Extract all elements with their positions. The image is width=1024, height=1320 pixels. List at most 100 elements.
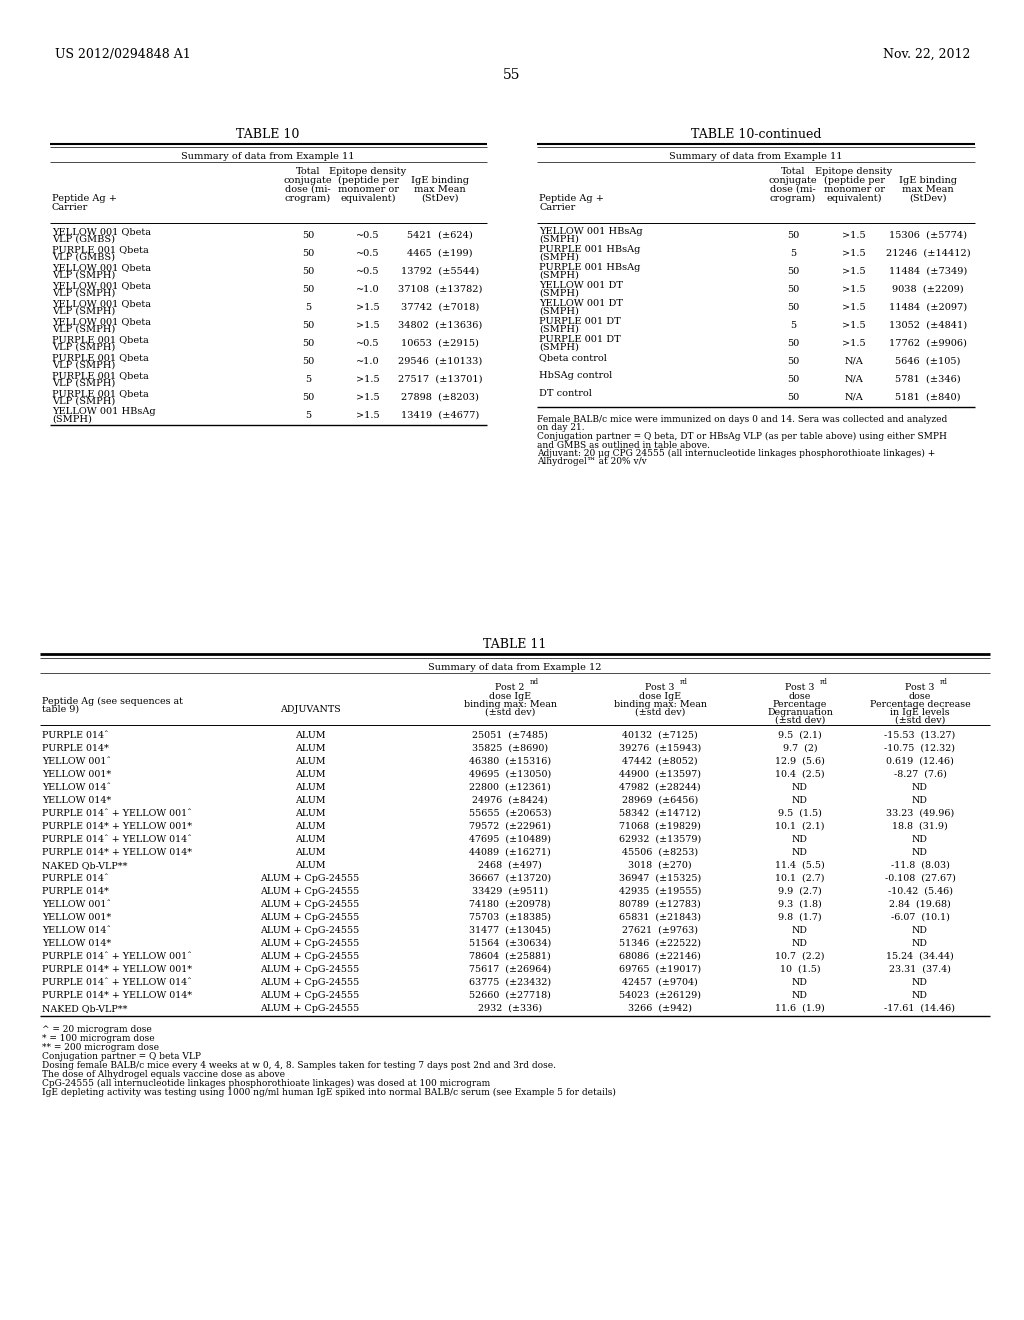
Text: Qbeta control: Qbeta control — [539, 352, 607, 362]
Text: PURPLE 001 Qbeta: PURPLE 001 Qbeta — [52, 335, 148, 345]
Text: PURPLE 001 HBsAg: PURPLE 001 HBsAg — [539, 263, 640, 272]
Text: PURPLE 001 DT: PURPLE 001 DT — [539, 317, 621, 326]
Text: crogram): crogram) — [285, 194, 331, 203]
Text: 47982  (±28244): 47982 (±28244) — [620, 783, 700, 792]
Text: IgE binding: IgE binding — [899, 176, 957, 185]
Text: 37108  (±13782): 37108 (±13782) — [397, 285, 482, 294]
Text: 42935  (±19555): 42935 (±19555) — [618, 887, 701, 896]
Text: rd: rd — [820, 678, 827, 686]
Text: ALUM: ALUM — [295, 770, 326, 779]
Text: Carrier: Carrier — [539, 203, 575, 213]
Text: ALUM + CpG-24555: ALUM + CpG-24555 — [260, 900, 359, 909]
Text: 50: 50 — [786, 356, 799, 366]
Text: ND: ND — [792, 847, 808, 857]
Text: ALUM + CpG-24555: ALUM + CpG-24555 — [260, 887, 359, 896]
Text: 51346  (±22522): 51346 (±22522) — [618, 939, 701, 948]
Text: Nov. 22, 2012: Nov. 22, 2012 — [883, 48, 970, 61]
Text: 12.9  (5.6): 12.9 (5.6) — [775, 756, 825, 766]
Text: -17.61  (14.46): -17.61 (14.46) — [885, 1005, 955, 1012]
Text: Percentage decrease: Percentage decrease — [869, 700, 971, 709]
Text: 5: 5 — [305, 411, 311, 420]
Text: 34802  (±13636): 34802 (±13636) — [398, 321, 482, 330]
Text: Post 3: Post 3 — [645, 682, 675, 692]
Text: ALUM + CpG-24555: ALUM + CpG-24555 — [260, 991, 359, 1001]
Text: 47695  (±10489): 47695 (±10489) — [469, 836, 551, 843]
Text: 13792  (±5544): 13792 (±5544) — [401, 267, 479, 276]
Text: ALUM: ALUM — [295, 836, 326, 843]
Text: ND: ND — [792, 978, 808, 987]
Text: 9.7  (2): 9.7 (2) — [782, 744, 817, 752]
Text: IgE depleting activity was testing using 1000 ng/ml human IgE spiked into normal: IgE depleting activity was testing using… — [42, 1088, 615, 1097]
Text: 5646  (±105): 5646 (±105) — [895, 356, 961, 366]
Text: ALUM + CpG-24555: ALUM + CpG-24555 — [260, 939, 359, 948]
Text: PURPLE 014* + YELLOW 014*: PURPLE 014* + YELLOW 014* — [42, 991, 193, 1001]
Text: 2932  (±336): 2932 (±336) — [478, 1005, 542, 1012]
Text: dose: dose — [909, 692, 931, 701]
Text: 58342  (±14712): 58342 (±14712) — [620, 809, 700, 818]
Text: dose: dose — [788, 692, 811, 701]
Text: ALUM: ALUM — [295, 756, 326, 766]
Text: >1.5: >1.5 — [842, 285, 866, 294]
Text: N/A: N/A — [845, 375, 863, 384]
Text: conjugate: conjugate — [284, 176, 333, 185]
Text: >1.5: >1.5 — [356, 375, 380, 384]
Text: N/A: N/A — [845, 356, 863, 366]
Text: ND: ND — [912, 836, 928, 843]
Text: ALUM: ALUM — [295, 796, 326, 805]
Text: -10.75  (12.32): -10.75 (12.32) — [885, 744, 955, 752]
Text: >1.5: >1.5 — [356, 321, 380, 330]
Text: Summary of data from Example 12: Summary of data from Example 12 — [428, 663, 602, 672]
Text: (±std dev): (±std dev) — [635, 708, 685, 717]
Text: 80789  (±12783): 80789 (±12783) — [620, 900, 700, 909]
Text: 10653  (±2915): 10653 (±2915) — [401, 339, 479, 348]
Text: IgE binding: IgE binding — [411, 176, 469, 185]
Text: 33429  (±9511): 33429 (±9511) — [472, 887, 548, 896]
Text: Percentage: Percentage — [773, 700, 827, 709]
Text: YELLOW 001 HBsAg: YELLOW 001 HBsAg — [52, 407, 156, 416]
Text: VLP (SMPH): VLP (SMPH) — [52, 343, 116, 352]
Text: YELLOW 001*: YELLOW 001* — [42, 770, 112, 779]
Text: ~1.0: ~1.0 — [356, 285, 380, 294]
Text: YELLOW 001 Qbeta: YELLOW 001 Qbeta — [52, 263, 151, 272]
Text: PURPLE 014ˆ + YELLOW 014ˆ: PURPLE 014ˆ + YELLOW 014ˆ — [42, 978, 191, 987]
Text: 51564  (±30634): 51564 (±30634) — [469, 939, 551, 948]
Text: 55655  (±20653): 55655 (±20653) — [469, 809, 551, 818]
Text: >1.5: >1.5 — [356, 304, 380, 312]
Text: 31477  (±13045): 31477 (±13045) — [469, 927, 551, 935]
Text: 13052  (±4841): 13052 (±4841) — [889, 321, 967, 330]
Text: 2468  (±497): 2468 (±497) — [478, 861, 542, 870]
Text: ALUM + CpG-24555: ALUM + CpG-24555 — [260, 952, 359, 961]
Text: US 2012/0294848 A1: US 2012/0294848 A1 — [55, 48, 190, 61]
Text: PURPLE 014* + YELLOW 001*: PURPLE 014* + YELLOW 001* — [42, 822, 193, 832]
Text: monomer or: monomer or — [338, 185, 398, 194]
Text: (SMPH): (SMPH) — [539, 235, 579, 244]
Text: 3266  (±942): 3266 (±942) — [628, 1005, 692, 1012]
Text: 29546  (±10133): 29546 (±10133) — [398, 356, 482, 366]
Text: 50: 50 — [786, 267, 799, 276]
Text: 10.1  (2.1): 10.1 (2.1) — [775, 822, 824, 832]
Text: Total: Total — [780, 168, 805, 176]
Text: TABLE 11: TABLE 11 — [483, 638, 547, 651]
Text: 50: 50 — [302, 231, 314, 240]
Text: PURPLE 014*: PURPLE 014* — [42, 744, 109, 752]
Text: YELLOW 001 Qbeta: YELLOW 001 Qbeta — [52, 317, 151, 326]
Text: ALUM + CpG-24555: ALUM + CpG-24555 — [260, 874, 359, 883]
Text: Total: Total — [296, 168, 321, 176]
Text: 9.5  (1.5): 9.5 (1.5) — [778, 809, 822, 818]
Text: YELLOW 014ˆ: YELLOW 014ˆ — [42, 927, 112, 935]
Text: ND: ND — [912, 783, 928, 792]
Text: VLP (SMPH): VLP (SMPH) — [52, 308, 116, 315]
Text: 45506  (±8253): 45506 (±8253) — [622, 847, 698, 857]
Text: (StDev): (StDev) — [909, 194, 947, 203]
Text: and GMBS as outlined in table above.: and GMBS as outlined in table above. — [537, 441, 710, 450]
Text: TABLE 10-continued: TABLE 10-continued — [691, 128, 821, 141]
Text: Peptide Ag +: Peptide Ag + — [52, 194, 117, 203]
Text: ALUM + CpG-24555: ALUM + CpG-24555 — [260, 965, 359, 974]
Text: dose (mi-: dose (mi- — [286, 185, 331, 194]
Text: YELLOW 001*: YELLOW 001* — [42, 913, 112, 921]
Text: (peptide per: (peptide per — [823, 176, 885, 185]
Text: -15.53  (13.27): -15.53 (13.27) — [885, 731, 955, 741]
Text: 15.24  (34.44): 15.24 (34.44) — [886, 952, 954, 961]
Text: 5: 5 — [305, 304, 311, 312]
Text: 71068  (±19829): 71068 (±19829) — [620, 822, 701, 832]
